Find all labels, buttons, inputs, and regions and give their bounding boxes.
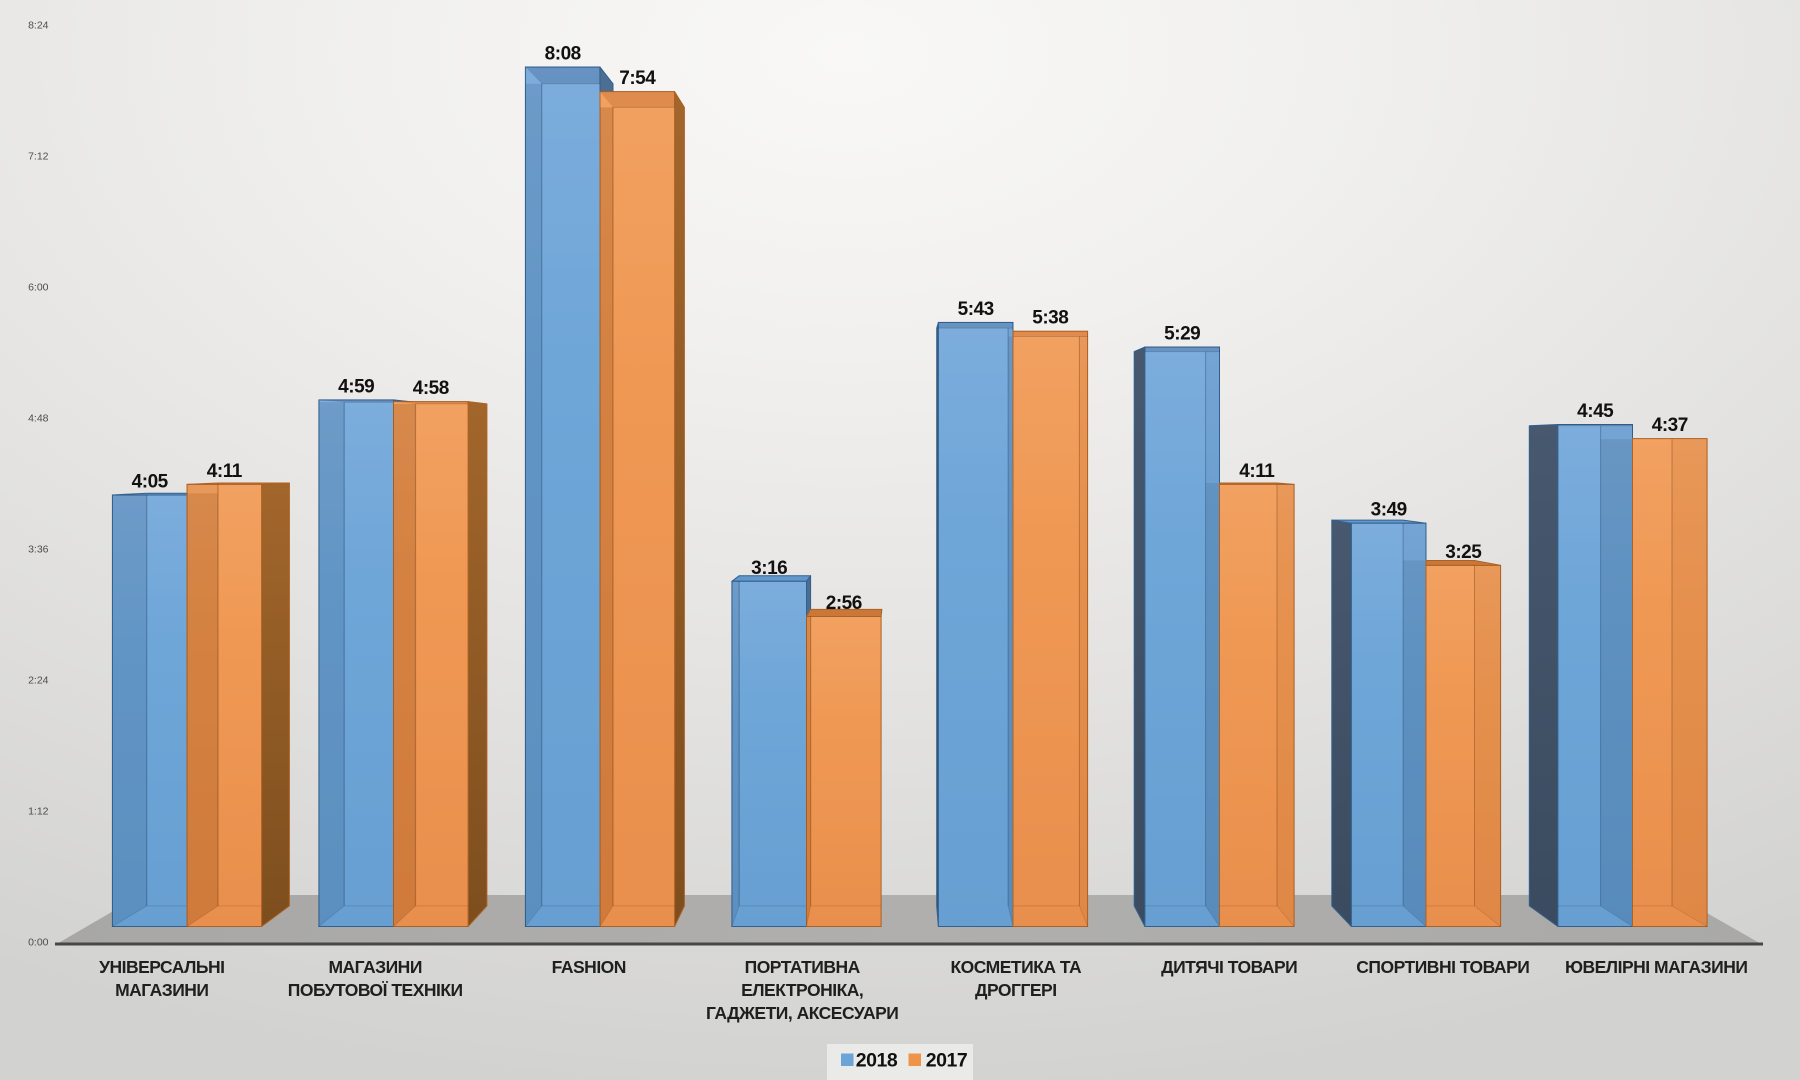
- svg-text:FASHION: FASHION: [552, 957, 626, 977]
- svg-text:2017: 2017: [926, 1050, 967, 1072]
- svg-text:КОСМЕТИКА ТА: КОСМЕТИКА ТА: [950, 957, 1081, 977]
- svg-text:МАГАЗИНИ: МАГАЗИНИ: [328, 957, 421, 977]
- svg-text:4:37: 4:37: [1652, 415, 1688, 436]
- svg-text:5:29: 5:29: [1164, 324, 1200, 345]
- svg-text:ДИТЯЧІ ТОВАРИ: ДИТЯЧІ ТОВАРИ: [1161, 957, 1297, 977]
- svg-text:8:24: 8:24: [28, 20, 49, 32]
- svg-text:3:16: 3:16: [751, 558, 787, 579]
- svg-text:3:49: 3:49: [1371, 500, 1407, 521]
- svg-text:УНІВЕРСАЛЬНІ: УНІВЕРСАЛЬНІ: [99, 957, 224, 977]
- svg-text:ДРОГГЕРІ: ДРОГГЕРІ: [975, 980, 1057, 1000]
- svg-text:4:11: 4:11: [1239, 461, 1275, 482]
- svg-text:6:00: 6:00: [28, 282, 49, 294]
- svg-text:ГАДЖЕТИ, АКСЕСУАРИ: ГАДЖЕТИ, АКСЕСУАРИ: [706, 1003, 898, 1023]
- svg-text:7:12: 7:12: [28, 151, 49, 163]
- svg-text:4:59: 4:59: [338, 376, 374, 397]
- svg-text:4:58: 4:58: [413, 378, 449, 399]
- svg-text:5:43: 5:43: [958, 299, 994, 320]
- svg-text:3:25: 3:25: [1445, 542, 1482, 563]
- svg-text:1:12: 1:12: [28, 806, 49, 818]
- svg-text:4:05: 4:05: [132, 472, 169, 493]
- svg-text:0:00: 0:00: [28, 937, 49, 949]
- svg-text:ПОБУТОВОЇ ТЕХНІКИ: ПОБУТОВОЇ ТЕХНІКИ: [288, 980, 463, 1000]
- svg-text:2018: 2018: [856, 1050, 898, 1072]
- svg-text:СПОРТИВНІ ТОВАРИ: СПОРТИВНІ ТОВАРИ: [1356, 957, 1529, 977]
- svg-text:4:48: 4:48: [28, 413, 49, 425]
- svg-text:4:11: 4:11: [207, 461, 243, 482]
- svg-text:МАГАЗИНИ: МАГАЗИНИ: [115, 980, 208, 1000]
- svg-text:7:54: 7:54: [619, 68, 656, 89]
- svg-text:2:56: 2:56: [826, 593, 862, 614]
- svg-text:5:38: 5:38: [1032, 308, 1068, 329]
- svg-text:ЕЛЕКТРОНІКА,: ЕЛЕКТРОНІКА,: [741, 980, 863, 1000]
- svg-text:ПОРТАТИВНА: ПОРТАТИВНА: [745, 957, 861, 977]
- svg-text:ЮВЕЛІРНІ МАГАЗИНИ: ЮВЕЛІРНІ МАГАЗИНИ: [1565, 957, 1747, 977]
- svg-text:8:08: 8:08: [545, 44, 581, 65]
- svg-text:4:45: 4:45: [1577, 401, 1614, 422]
- svg-text:3:36: 3:36: [28, 544, 49, 556]
- svg-text:2:24: 2:24: [28, 675, 49, 687]
